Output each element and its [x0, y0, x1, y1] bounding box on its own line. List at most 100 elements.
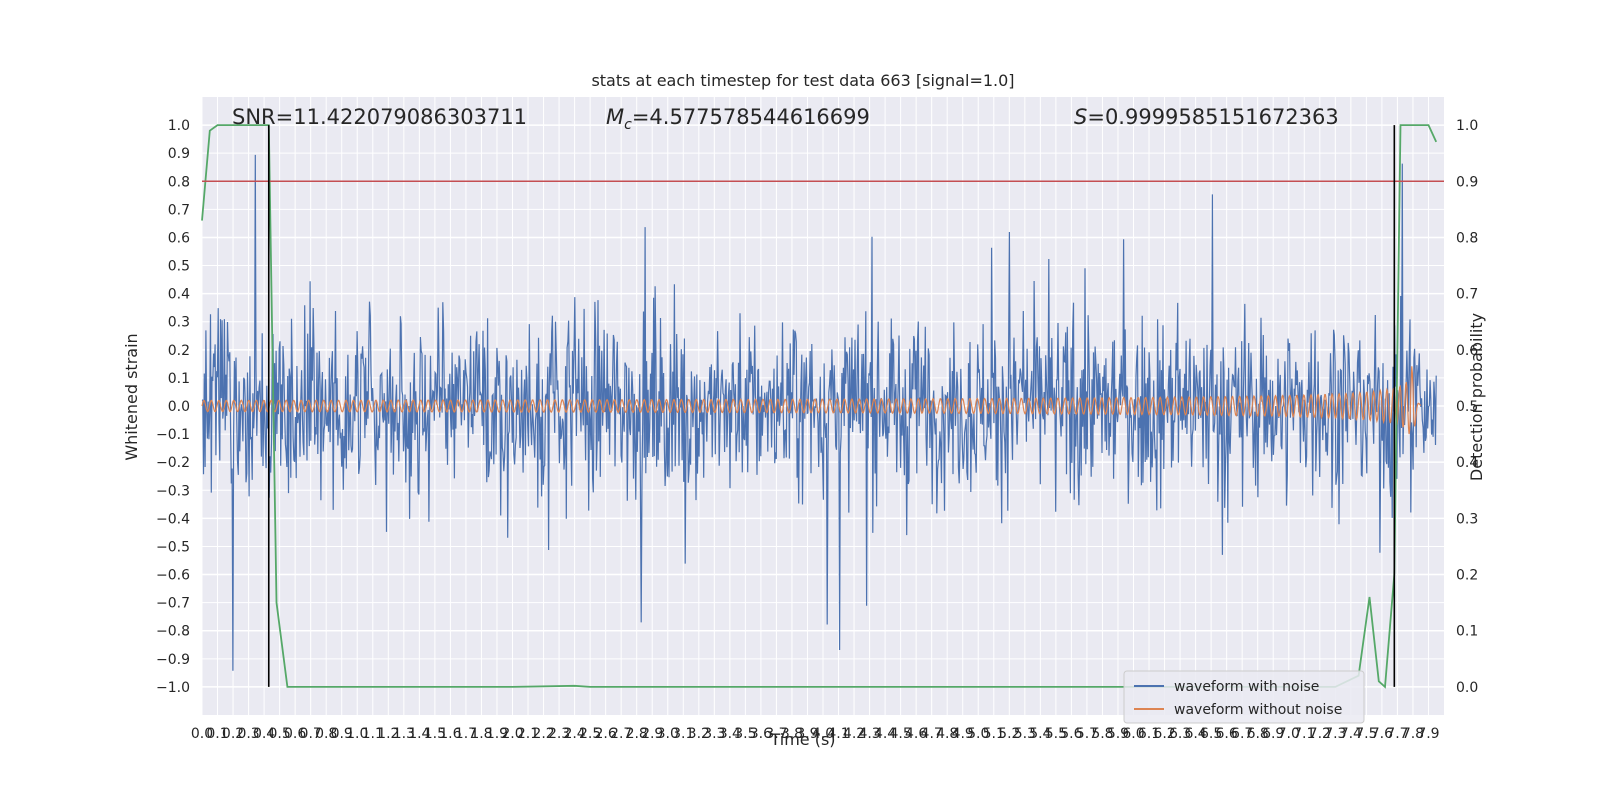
x-tick-label: 7.8	[1402, 726, 1424, 742]
y-tick-label: 0.8	[168, 174, 190, 190]
x-tick-label: 2.1	[517, 726, 539, 742]
legend: waveform with noise waveform without noi…	[1123, 670, 1365, 724]
series-detection-probability	[201, 124, 1438, 689]
y-tick-label: −0.4	[156, 511, 190, 527]
x-tick-label: 3.4	[719, 726, 741, 742]
legend-label-clean: waveform without noise	[1174, 702, 1342, 718]
x-axis-ticks: 0.00.10.20.30.40.50.60.70.80.91.01.11.21…	[191, 726, 1440, 742]
x-tick-label: 4.7	[921, 726, 943, 742]
x-tick-label: 4.6	[905, 726, 927, 742]
x-tick-label: 3.7	[765, 726, 787, 742]
x-tick-label: 4.0	[812, 726, 834, 742]
y2-tick-label: 0.5	[1456, 399, 1478, 415]
y-tick-label: −0.8	[156, 624, 190, 640]
x-tick-label: 3.2	[688, 726, 710, 742]
score-symbol: S	[1074, 105, 1087, 129]
x-tick-label: 4.2	[843, 726, 865, 742]
x-tick-label: 5.6	[1060, 726, 1082, 742]
x-tick-label: 6.6	[1216, 726, 1238, 742]
x-tick-label: 1.6	[439, 726, 461, 742]
chart-title: stats at each timestep for test data 663…	[591, 71, 1014, 90]
x-tick-label: 3.5	[734, 726, 756, 742]
y-tick-label: 1.0	[168, 118, 190, 134]
x-tick-label: 3.1	[672, 726, 694, 742]
chirp-mass-symbol: M	[606, 105, 624, 129]
score-value: =0.9999585151672363	[1087, 105, 1338, 129]
x-tick-label: 2.9	[641, 726, 663, 742]
y2-tick-label: 0.3	[1456, 511, 1478, 527]
x-tick-label: 0.8	[315, 726, 337, 742]
x-tick-label: 1.3	[393, 726, 415, 742]
x-tick-label: 0.4	[253, 726, 275, 742]
x-tick-label: 2.4	[563, 726, 585, 742]
x-tick-label: 3.3	[703, 726, 725, 742]
x-tick-label: 2.5	[579, 726, 601, 742]
x-tick-label: 7.7	[1386, 726, 1408, 742]
x-tick-label: 6.7	[1231, 726, 1253, 742]
x-tick-label: 7.9	[1417, 726, 1439, 742]
x-tick-label: 6.9	[1262, 726, 1284, 742]
x-tick-label: 4.9	[952, 726, 974, 742]
x-tick-label: 4.5	[889, 726, 911, 742]
x-tick-label: 6.3	[1169, 726, 1191, 742]
x-tick-label: 0.2	[222, 726, 244, 742]
y-tick-label: 0.1	[168, 371, 190, 387]
x-tick-label: 7.6	[1371, 726, 1393, 742]
x-tick-label: 1.8	[470, 726, 492, 742]
y-tick-label: −0.9	[156, 652, 190, 668]
chirp-mass-annotation: Mc=4.577578544616699	[606, 105, 870, 133]
x-tick-label: 4.1	[827, 726, 849, 742]
y2-tick-label: 0.0	[1456, 680, 1478, 696]
x-tick-label: 7.1	[1293, 726, 1315, 742]
x-tick-label: 1.0	[346, 726, 368, 742]
x-tick-label: 1.5	[424, 726, 446, 742]
x-tick-label: 5.5	[1045, 726, 1067, 742]
y-tick-label: −0.1	[156, 427, 190, 443]
x-tick-label: 5.9	[1107, 726, 1129, 742]
x-tick-label: 6.5	[1200, 726, 1222, 742]
x-tick-label: 6.2	[1153, 726, 1175, 742]
x-tick-label: 1.1	[362, 726, 384, 742]
x-tick-label: 2.7	[610, 726, 632, 742]
y-tick-label: −0.3	[156, 483, 190, 499]
x-tick-label: 2.3	[548, 726, 570, 742]
x-tick-label: 0.9	[331, 726, 353, 742]
x-tick-label: 3.9	[796, 726, 818, 742]
x-tick-label: 5.7	[1076, 726, 1098, 742]
x-tick-label: 0.6	[284, 726, 306, 742]
x-tick-label: 0.3	[237, 726, 259, 742]
chirp-mass-subscript: c	[624, 117, 632, 133]
x-tick-label: 7.0	[1278, 726, 1300, 742]
y2-tick-label: 0.7	[1456, 287, 1478, 303]
y2-tick-label: 0.9	[1456, 174, 1478, 190]
x-tick-label: 5.1	[983, 726, 1005, 742]
x-tick-label: 5.4	[1029, 726, 1051, 742]
x-tick-label: 7.2	[1309, 726, 1331, 742]
chirp-mass-value: =4.577578544616699	[632, 105, 870, 129]
series-waveform-without-noise	[201, 366, 1422, 435]
x-tick-label: 6.0	[1122, 726, 1144, 742]
y-axis-label: Whitened strain	[122, 333, 141, 460]
y2-axis-ticks: 1.0 0.9 0.8 0.7 0.6 0.5 0.4 0.3 0.2 0.1 0.0	[1456, 118, 1478, 696]
x-tick-label: 2.0	[501, 726, 523, 742]
x-tick-label: 7.4	[1340, 726, 1362, 742]
y-tick-label: 0.4	[168, 287, 190, 303]
y-tick-label: 0.0	[168, 399, 190, 415]
x-tick-label: 4.8	[936, 726, 958, 742]
x-tick-label: 6.4	[1184, 726, 1206, 742]
x-tick-label: 5.2	[998, 726, 1020, 742]
detection-probability-line	[201, 124, 1438, 689]
y-tick-label: 0.3	[168, 315, 190, 331]
x-tick-label: 1.9	[486, 726, 508, 742]
x-tick-label: 1.4	[408, 726, 430, 742]
x-tick-label: 7.5	[1355, 726, 1377, 742]
x-tick-label: 4.4	[874, 726, 896, 742]
y2-axis-label: Detection probability	[1467, 313, 1486, 481]
x-tick-label: 2.6	[595, 726, 617, 742]
x-tick-label: 5.0	[967, 726, 989, 742]
snr-annotation: SNR=11.422079086303711	[232, 105, 527, 129]
x-tick-label: 5.3	[1014, 726, 1036, 742]
x-tick-label: 6.1	[1138, 726, 1160, 742]
x-tick-label: 0.7	[300, 726, 322, 742]
